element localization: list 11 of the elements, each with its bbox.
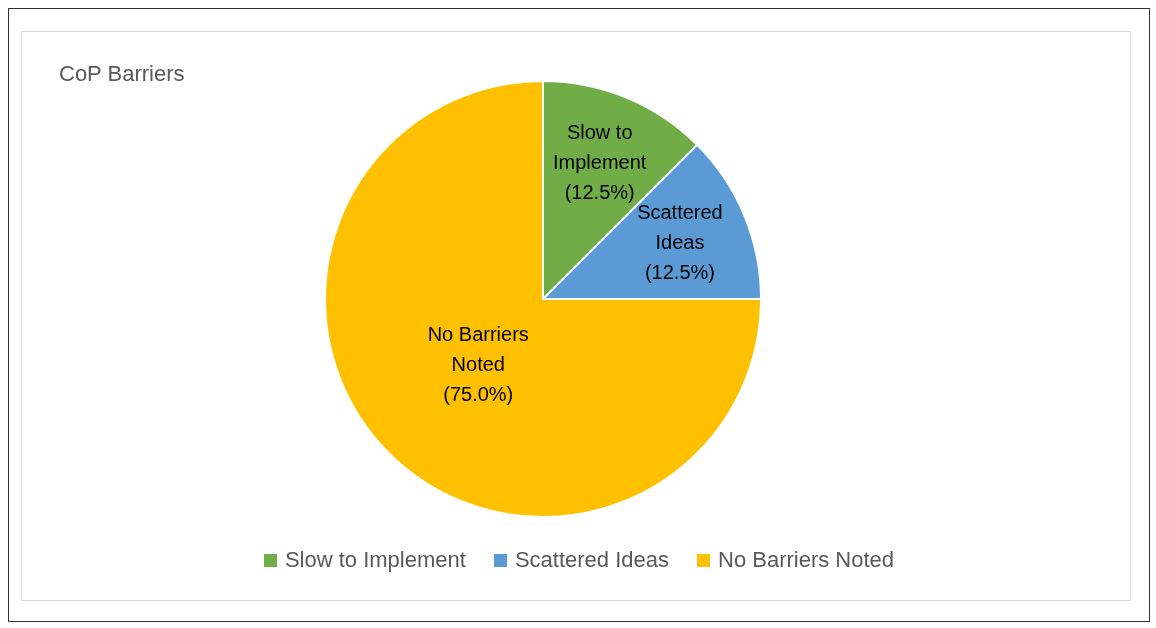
chart-title: CoP Barriers bbox=[59, 61, 185, 87]
slice-label: Scattered Ideas bbox=[637, 201, 723, 254]
data-label: (75.0%) bbox=[443, 382, 514, 405]
pie-slice bbox=[324, 80, 762, 518]
slice-label: Slow to Implement bbox=[553, 121, 647, 174]
legend-label: No Barriers Noted bbox=[718, 547, 895, 573]
legend-label: Slow to Implement bbox=[284, 547, 466, 573]
slice-label: No Barriers Noted bbox=[427, 322, 529, 375]
data-label: (12.5%) bbox=[644, 261, 715, 284]
legend-label: Scattered Ideas bbox=[514, 547, 669, 573]
data-label: (12.5%) bbox=[564, 181, 635, 204]
